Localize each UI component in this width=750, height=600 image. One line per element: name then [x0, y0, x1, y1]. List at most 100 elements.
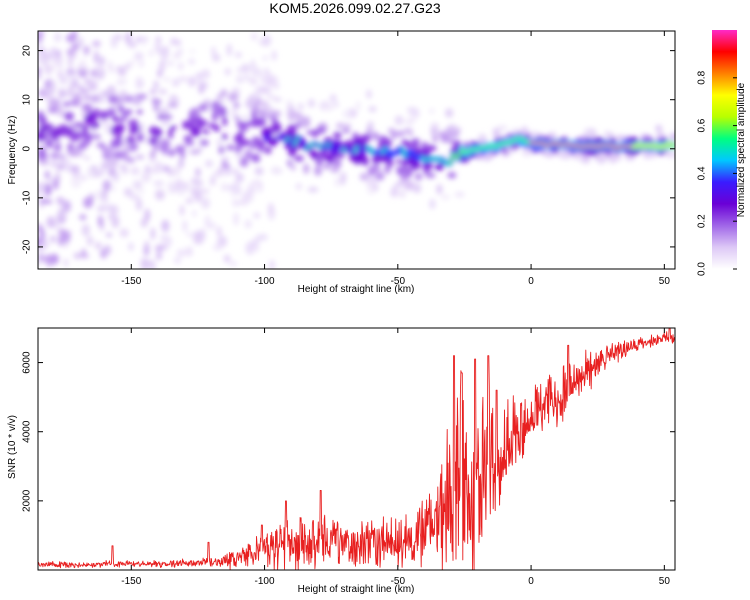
spectral-blob [56, 165, 66, 170]
spectrogram-x-ticks: -150 -100 -50 0 50 [121, 31, 670, 287]
spectral-blob [153, 41, 162, 53]
y-tick-label: 20 [22, 45, 33, 57]
spectral-blob [120, 78, 128, 85]
spectral-blob [167, 181, 177, 191]
spectral-blob [196, 77, 204, 85]
spectral-blob [38, 159, 50, 166]
spectral-blob [135, 154, 145, 160]
spectral-blob [257, 182, 263, 193]
spectral-blob [217, 235, 228, 248]
x-tick-label: -100 [255, 276, 275, 287]
spectral-blob [264, 107, 275, 115]
spectral-blob [384, 164, 391, 174]
spectral-blob [254, 167, 264, 176]
spectral-blob [177, 188, 189, 194]
spectral-blob [492, 127, 500, 137]
spectral-blob [260, 75, 269, 84]
spectral-blob [60, 157, 71, 167]
spectral-blob [44, 170, 50, 180]
spectral-blob [176, 39, 182, 47]
spectral-blob [522, 147, 532, 157]
spectral-blob [38, 184, 46, 191]
spectral-blob [192, 210, 197, 217]
spectral-blob [127, 41, 137, 49]
spectral-blob [388, 127, 395, 135]
spectral-blob [325, 152, 333, 162]
spectral-blob [38, 111, 45, 120]
spectral-blob [155, 36, 162, 44]
spectral-blob [53, 32, 62, 43]
spectral-blob [90, 94, 100, 103]
spectral-blob [81, 223, 90, 237]
spectral-blob [81, 103, 93, 112]
spectral-ridge-core [400, 147, 407, 158]
spectral-blob [211, 46, 216, 56]
spectral-blob [163, 77, 170, 82]
spectral-blob [295, 183, 303, 190]
spectral-blob [153, 142, 159, 152]
spectral-blob [669, 132, 675, 142]
spectral-blob [55, 171, 61, 181]
spectral-blob [241, 63, 250, 74]
spectral-blob [66, 48, 75, 56]
spectral-ridge-core [352, 145, 359, 154]
spectral-blob [62, 200, 72, 213]
spectral-blob [49, 151, 61, 160]
spectral-blob [45, 141, 54, 149]
spectral-blob [186, 232, 193, 237]
spectral-blob [521, 126, 528, 133]
spectral-blob [244, 121, 252, 127]
spectrogram-y-label: Frequency (Hz) [7, 116, 18, 185]
figure-title: KOM5.2026.099.02.27.G23 [269, 0, 440, 16]
spectral-blob [193, 189, 203, 203]
spectral-blob [136, 109, 143, 115]
spectral-blob [73, 252, 82, 260]
spectral-blob [218, 145, 224, 155]
colorbar-tick-label: 0.0 [697, 262, 708, 276]
spectral-blob [337, 152, 345, 159]
y-tick-label: 6000 [22, 351, 33, 374]
spectral-blob [50, 99, 62, 104]
spectral-blob [601, 151, 608, 163]
spectral-blob [130, 167, 140, 175]
spectral-blob [188, 49, 197, 54]
spectral-blob [266, 94, 276, 100]
spectral-blob [111, 215, 120, 229]
spectral-blob [172, 165, 181, 177]
spectral-blob [138, 122, 145, 130]
spectral-blob [42, 54, 49, 67]
spectral-blob [409, 161, 419, 168]
spectral-blob [288, 148, 296, 157]
spectral-blob [170, 37, 177, 46]
spectral-blob [46, 64, 56, 73]
spectral-blob [245, 196, 254, 201]
spectral-blob [372, 154, 381, 165]
spectral-blob [481, 155, 491, 160]
y-tick-label: 4000 [22, 420, 33, 443]
spectral-blob [333, 131, 342, 140]
spectral-blob [258, 100, 269, 107]
spectral-blob [71, 165, 80, 174]
spectral-blob [213, 125, 221, 132]
spectral-blob [102, 153, 110, 159]
spectral-blob [73, 129, 80, 140]
spectral-blob [57, 207, 66, 221]
spectral-blob [143, 245, 150, 257]
spectral-blob [252, 90, 262, 100]
spectral-blob [512, 127, 519, 135]
spectral-blob [306, 130, 317, 135]
spectral-blob [396, 165, 403, 175]
spectral-ridge-core [668, 143, 675, 147]
spectral-blob [154, 244, 164, 252]
spectral-blob [245, 241, 255, 255]
spectral-blob [264, 67, 269, 75]
spectral-blob [216, 138, 223, 147]
spectral-blob [615, 135, 627, 141]
spectral-blob [658, 131, 665, 138]
spectral-blob [239, 158, 249, 168]
spectral-ridge-core [292, 136, 299, 147]
spectral-blob [100, 197, 109, 204]
spectral-blob [255, 234, 261, 243]
y-tick-label: -10 [22, 190, 33, 205]
